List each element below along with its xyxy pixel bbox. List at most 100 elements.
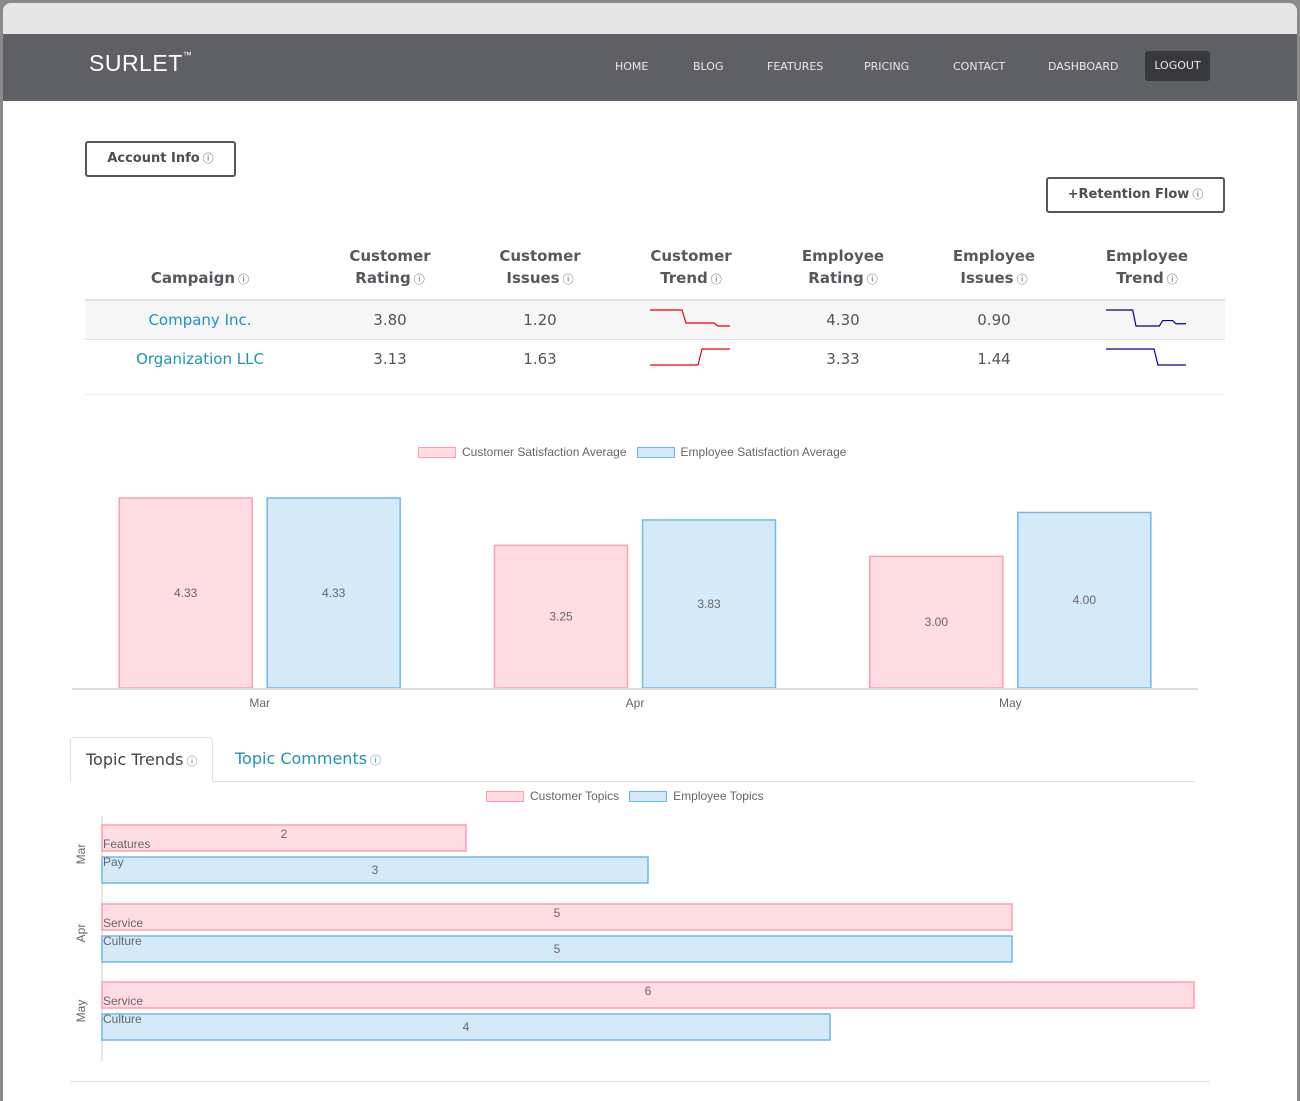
info-icon: ⓘ xyxy=(1192,188,1204,201)
bar-employee-apr[interactable] xyxy=(641,519,777,689)
hbar-customer-may[interactable] xyxy=(101,981,1195,1009)
customer-trend-sparkline xyxy=(650,348,730,366)
topic-label: Service xyxy=(103,916,143,930)
info-icon: ⓘ xyxy=(1166,273,1178,286)
bar-value-label: 4.33 xyxy=(174,586,198,600)
employee-rating-cell: 3.33 xyxy=(767,339,919,378)
header-label: Employee xyxy=(801,247,885,265)
info-icon: ⓘ xyxy=(710,273,722,286)
header-label: Rating xyxy=(355,269,411,287)
tab-topic-comments[interactable]: Topic Comments ⓘ xyxy=(220,737,396,781)
retention-flow-label: +Retention Flow xyxy=(1067,187,1190,202)
nav-pricing[interactable]: PRICING xyxy=(864,60,910,73)
campaign-link[interactable]: Organization LLC xyxy=(136,350,264,368)
hbar-value-label: 3 xyxy=(372,863,379,877)
customer-issues-cell: 1.63 xyxy=(465,339,615,378)
x-tick-label: May xyxy=(999,696,1022,710)
topic-label: Culture xyxy=(103,934,142,948)
retention-flow-button[interactable]: +Retention Flow ⓘ xyxy=(1046,177,1225,213)
topic-label: Service xyxy=(103,994,143,1008)
campaign-link[interactable]: Company Inc. xyxy=(148,311,252,329)
x-tick-label: Apr xyxy=(626,696,645,710)
header-customer-trend[interactable]: Customer Trend ⓘ xyxy=(615,239,767,301)
legend-swatch-employee[interactable] xyxy=(636,446,675,458)
tab-label: Topic Trends xyxy=(86,750,184,769)
hbar-employee-mar[interactable] xyxy=(101,856,649,884)
hbar-value-label: 5 xyxy=(554,942,561,956)
sparkline-path xyxy=(650,348,730,366)
bar-value-label: 3.00 xyxy=(925,615,949,629)
legend-swatch-customer[interactable] xyxy=(418,446,456,458)
satisfaction-legend: Customer Satisfaction Average Employee S… xyxy=(418,445,846,459)
info-icon: ⓘ xyxy=(1016,273,1028,286)
sparkline-path xyxy=(650,309,730,327)
info-icon: ⓘ xyxy=(202,152,214,165)
bar-customer-mar[interactable] xyxy=(118,497,253,689)
bar-employee-may[interactable] xyxy=(1017,511,1152,689)
bar-employee-mar[interactable] xyxy=(266,497,401,689)
bar-value-label: 4.00 xyxy=(1073,593,1097,607)
account-info-button[interactable]: Account Info ⓘ xyxy=(85,141,236,177)
nav-home[interactable]: HOME xyxy=(615,60,649,73)
header-label: Customer xyxy=(499,247,581,265)
info-icon: ⓘ xyxy=(562,273,574,286)
header-label: Employee xyxy=(1105,247,1189,265)
header-employee-rating[interactable]: Employee Rating ⓘ xyxy=(767,239,919,301)
info-icon: ⓘ xyxy=(370,754,382,767)
bar-customer-may[interactable] xyxy=(869,555,1004,689)
brand-name: SURLET xyxy=(89,50,183,76)
sparkline-path xyxy=(1106,309,1186,327)
nav-contact[interactable]: CONTACT xyxy=(953,60,1006,73)
hbar-customer-mar[interactable] xyxy=(101,824,467,852)
tab-label: Topic Comments xyxy=(235,749,368,768)
legend-label-customer-topics[interactable]: Customer Topics xyxy=(530,789,620,803)
header-label: Trend xyxy=(660,269,708,287)
hbar-customer-apr[interactable] xyxy=(101,903,1013,931)
logout-button[interactable]: LOGOUT xyxy=(1145,51,1210,81)
hbar-value-label: 4 xyxy=(463,1020,470,1034)
hbar-value-label: 5 xyxy=(554,906,561,920)
legend-label-employee-topics[interactable]: Employee Topics xyxy=(673,789,764,803)
nav-features[interactable]: FEATURES xyxy=(767,60,824,73)
employee-issues-cell: 1.44 xyxy=(919,339,1069,378)
nav-blog[interactable]: BLOG xyxy=(693,60,724,73)
header-label: Trend xyxy=(1116,269,1164,287)
legend-swatch-employee-topics[interactable] xyxy=(629,790,668,802)
header-campaign[interactable]: Campaign ⓘ xyxy=(85,239,315,301)
header-label: Customer xyxy=(650,247,732,265)
y-tick-label: May xyxy=(74,1000,88,1023)
hbar-value-label: 2 xyxy=(281,827,288,841)
trademark: ™ xyxy=(182,50,193,61)
legend-swatch-customer-topics[interactable] xyxy=(486,790,524,802)
sparkline-path xyxy=(1106,348,1186,366)
hbar-employee-may[interactable] xyxy=(101,1013,831,1041)
hbar-value-label: 6 xyxy=(645,984,652,998)
bar-customer-apr[interactable] xyxy=(493,544,629,689)
nav-dashboard[interactable]: DASHBOARD xyxy=(1048,60,1119,73)
y-tick-label: Apr xyxy=(74,924,88,943)
tab-topic-trends[interactable]: Topic Trends ⓘ xyxy=(70,737,214,782)
browser-frame: SURLET™ HOME BLOG FEATURES PRICING CONTA… xyxy=(3,3,1297,1101)
topic-horizontal-bar-chart: 2 Features 3 Pay Mar 5 Service 5 Culture Apr 6 Serv… xyxy=(74,816,1195,1061)
legend-label-customer[interactable]: Customer Satisfaction Average xyxy=(462,445,627,459)
header-customer-rating[interactable]: Customer Rating ⓘ xyxy=(315,239,465,301)
x-tick-label: Mar xyxy=(249,696,270,710)
table-header-row: Campaign ⓘ Customer Rating ⓘ Customer Issues… xyxy=(85,239,1225,301)
employee-trend-sparkline xyxy=(1106,348,1186,366)
brand-logo[interactable]: SURLET™ xyxy=(89,50,192,77)
legend-label-employee[interactable]: Employee Satisfaction Average xyxy=(680,445,847,459)
header-customer-issues[interactable]: Customer Issues ⓘ xyxy=(465,239,615,301)
info-icon: ⓘ xyxy=(866,273,878,286)
campaign-table: Campaign ⓘ Customer Rating ⓘ Customer Issues… xyxy=(85,239,1225,378)
hbar-employee-apr[interactable] xyxy=(101,935,1013,963)
account-info-label: Account Info xyxy=(107,151,200,166)
header-employee-trend[interactable]: Employee Trend ⓘ xyxy=(1069,239,1225,301)
header-label: Issues xyxy=(960,269,1014,287)
browser-top-strip xyxy=(3,3,1297,34)
header-label: Employee xyxy=(952,247,1036,265)
divider xyxy=(70,1081,1210,1082)
header-employee-issues[interactable]: Employee Issues ⓘ xyxy=(919,239,1069,301)
header-label: Issues xyxy=(506,269,560,287)
employee-rating-cell: 4.30 xyxy=(767,299,919,340)
divider xyxy=(85,394,1225,395)
